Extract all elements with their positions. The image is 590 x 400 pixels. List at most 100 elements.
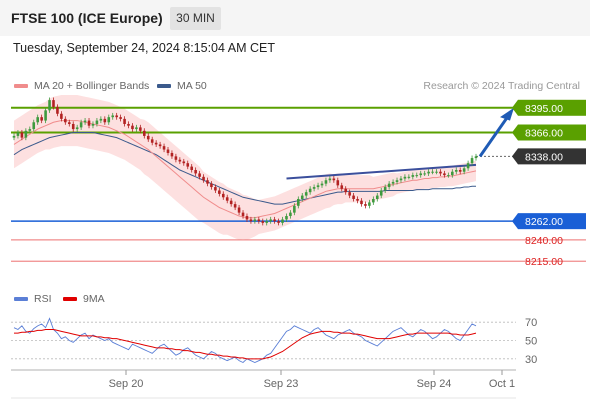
candle-body [174,156,178,160]
candle-body [210,183,213,188]
candle-body [423,173,426,175]
candle-body [419,173,423,176]
candle-body [368,202,371,206]
candle-body [229,200,233,205]
candle-body [261,221,265,223]
candle-body [44,110,47,121]
candle-body [344,188,347,193]
candle-body [182,161,186,164]
price-label-pointer-8395.00 [512,99,518,116]
candle-body [281,219,284,223]
price-label-8262.00: 8262.00 [525,216,563,228]
projection-arrowhead [500,107,514,121]
candle-body [99,118,103,121]
candle-body [146,135,150,140]
candle-body [241,212,245,217]
candle-body [470,158,474,164]
candle-body [218,190,221,194]
candle-body [206,180,209,184]
candle-body [454,170,458,172]
candle-body [194,170,197,174]
candle-body [439,171,442,174]
candle-body [407,176,411,178]
candle-body [56,106,59,114]
legend-ma20-label: MA 20 + Bollinger Bands [34,80,150,92]
candle-body [139,127,142,131]
price-label-pointer-8262.00 [512,213,518,230]
price-label-box-8262.00 [518,213,586,230]
candle-body [431,171,434,173]
candle-body [364,204,367,206]
candle-body [411,175,415,177]
candle-body [297,198,300,206]
candle-body [312,187,316,189]
candle-body [123,118,126,124]
candle-body [336,180,340,186]
candle-body [119,117,122,119]
candle-body [253,219,257,222]
candle-body [107,117,111,123]
candle-body [178,159,182,162]
rsi-swatch [14,297,28,302]
candle-body [387,183,391,188]
candle-body [379,190,383,196]
price-label-8338.00: 8338.00 [525,151,563,163]
candle-body [170,152,174,157]
candle-body [221,193,225,198]
candle-body [265,221,269,223]
rsi-tick-label: 70 [525,317,537,329]
rsi-line [13,317,477,364]
candle-body [391,181,395,184]
candle-body [87,120,91,126]
time-tick-label: Sep 20 [109,378,144,390]
candles [12,97,478,226]
candle-body [28,129,32,131]
candle-body [225,197,229,201]
candle-body [115,115,118,118]
candle-body [131,125,134,130]
candle-body [403,176,407,179]
candle-body [36,117,39,123]
candle-body [71,123,75,130]
candle-body [190,166,193,171]
candle-body [103,118,107,123]
time-tick-label: Sep 24 [417,378,452,390]
candle-body [249,219,253,222]
candle-body [383,187,387,191]
candle-body [340,185,344,189]
chart-header: FTSE 100 (ICE Europe) 30 MIN [0,0,590,36]
candle-body [32,122,36,130]
price-label-pointer-8366.00 [512,124,518,141]
candle-body [12,135,16,138]
candle-body [202,176,205,181]
candle-body [427,171,430,174]
candle-body [79,122,83,128]
legend-ma20: MA 20 + Bollinger Bands [14,80,149,92]
interval-badge[interactable]: 30 MIN [170,7,221,30]
candle-body [214,187,217,191]
candle-body [399,178,403,181]
candle-body [83,120,87,123]
candle-body [162,146,166,150]
ma20-swatch [14,84,28,89]
candle-body [273,219,276,222]
price-label-8240.00: 8240.00 [525,235,563,247]
candle-body [466,163,470,169]
candle-body [16,132,20,136]
bollinger-band [14,95,476,240]
candle-body [395,180,399,182]
candle-body [75,127,79,130]
candle-body [474,156,478,159]
price-label-8215.00: 8215.00 [525,256,563,268]
candle-body [269,219,272,222]
candle-body [67,122,71,124]
candle-body [48,100,51,111]
candle-body [60,113,63,119]
candle-body [135,127,138,130]
candle-body [158,144,162,147]
candle-body [458,170,462,172]
candle-body [316,185,320,188]
candle-body [186,163,190,167]
candle-body [435,171,438,173]
